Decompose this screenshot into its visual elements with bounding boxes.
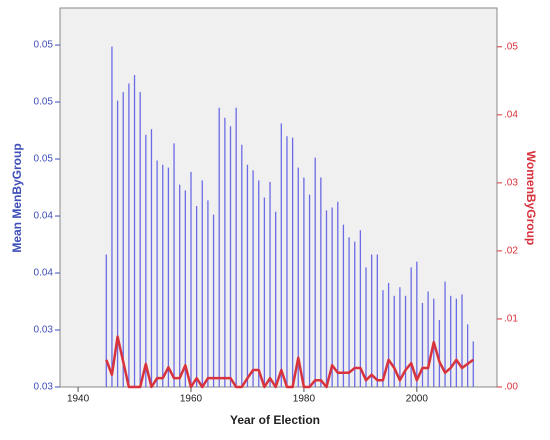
y2-tick-label: .01 bbox=[504, 314, 518, 325]
plot-area bbox=[59, 7, 498, 388]
y2-tick-label: .05 bbox=[504, 41, 518, 52]
line bbox=[105, 335, 475, 389]
x-tick-label: 2000 bbox=[406, 394, 429, 405]
y-tick-label: 0.05 bbox=[34, 40, 54, 51]
x-tick-label: 1940 bbox=[67, 394, 90, 405]
y2-tick-label: .04 bbox=[504, 109, 518, 120]
y-tick-label: 0.03 bbox=[34, 382, 54, 393]
y2-axis-title: WomenByGroup bbox=[524, 151, 538, 245]
y-tick-label: 0.03 bbox=[34, 325, 54, 336]
y-tick-label: 0.04 bbox=[34, 211, 54, 222]
y2-tick-label: .00 bbox=[504, 382, 518, 393]
x-tick-label: 1960 bbox=[180, 394, 203, 405]
y-tick-label: 0.05 bbox=[34, 97, 54, 108]
x-tick-label: 1980 bbox=[293, 394, 316, 405]
y-axis-title: Mean MenByGroup bbox=[10, 143, 24, 252]
y-tick-label: 0.04 bbox=[34, 268, 54, 279]
y-tick-label: 0.05 bbox=[34, 154, 54, 165]
y2-tick-label: .03 bbox=[504, 178, 518, 189]
x-axis-title: Year of Election bbox=[230, 413, 320, 427]
y2-tick-label: .02 bbox=[504, 246, 518, 257]
